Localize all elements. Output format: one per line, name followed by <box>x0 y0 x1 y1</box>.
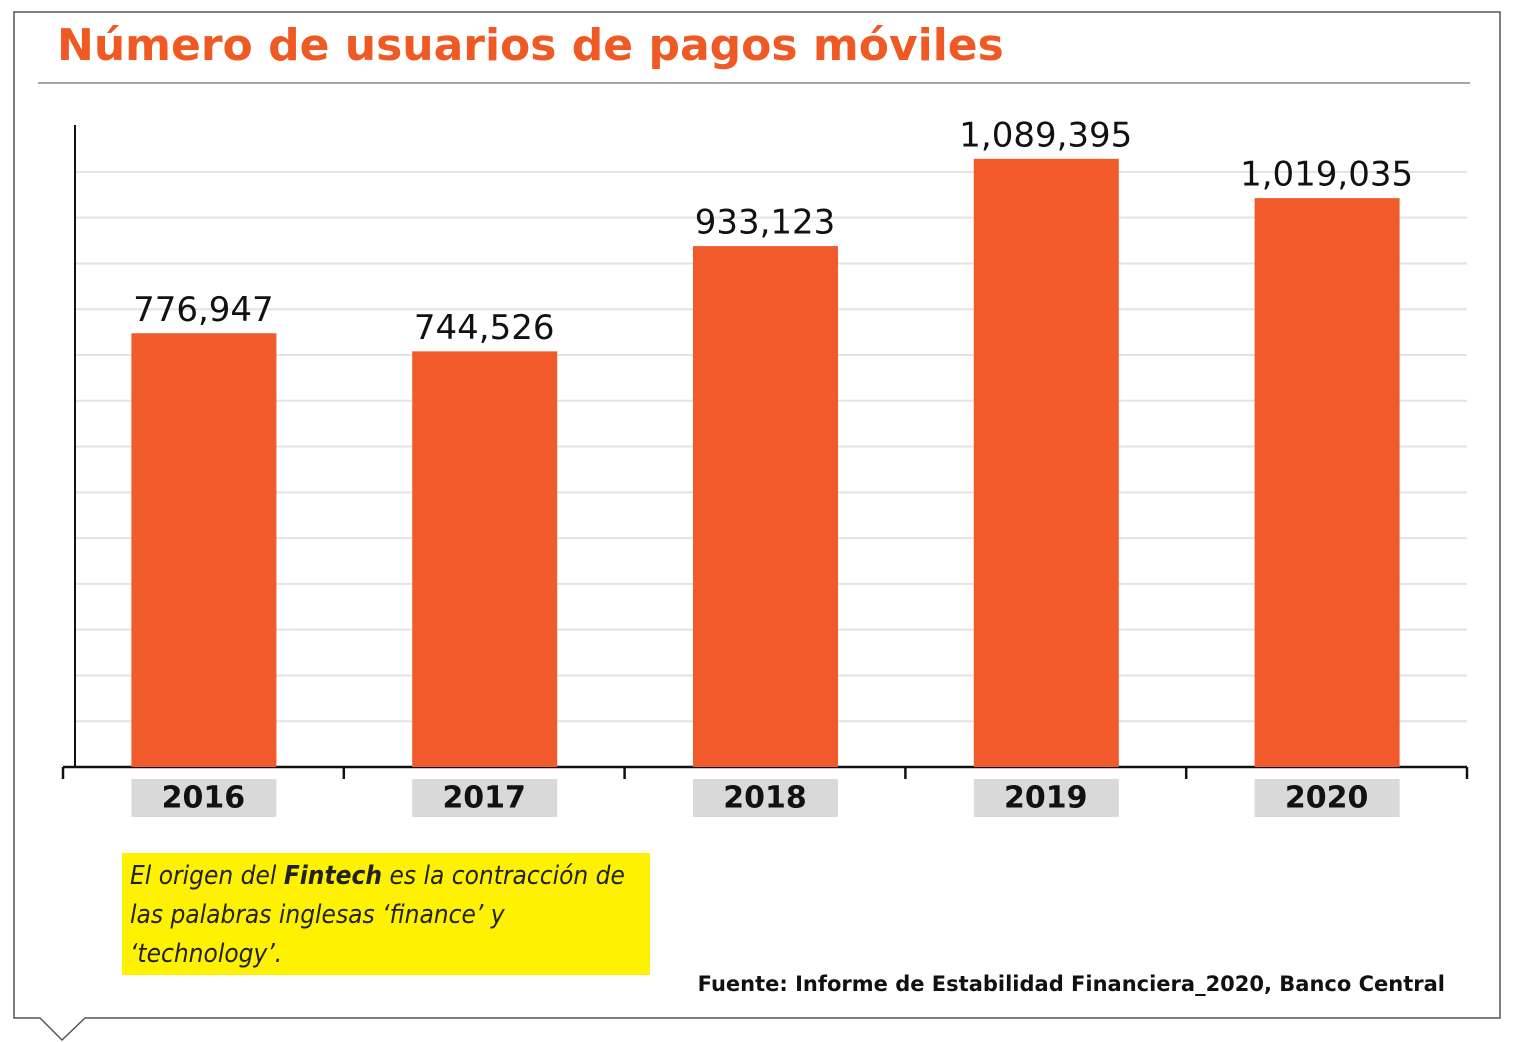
x-tick-label: 2019 <box>1004 781 1088 816</box>
note-bold: Fintech <box>283 861 383 891</box>
x-tick-label: 2017 <box>442 781 526 816</box>
category-box <box>1254 779 1400 817</box>
value-label: 776,947 <box>133 290 274 330</box>
note-text: es la contracción de las palabras ingles… <box>130 861 625 969</box>
x-tick-label: 2016 <box>162 781 246 816</box>
value-label: 1,019,035 <box>1240 155 1413 195</box>
category-box <box>131 779 277 817</box>
bar <box>131 333 277 767</box>
bar <box>973 158 1119 768</box>
value-label: 933,123 <box>695 203 836 243</box>
category-box <box>973 779 1119 817</box>
chart-title: Número de usuarios de pagos móviles <box>57 20 1004 71</box>
value-label: 744,526 <box>414 308 555 348</box>
x-tick-label: 2018 <box>723 781 807 816</box>
note: El origen del Fintech es la contracción … <box>122 853 650 975</box>
note-text: El origen del <box>130 861 284 891</box>
bar <box>412 351 558 767</box>
bar <box>693 246 838 767</box>
category-box <box>693 779 838 817</box>
category-box <box>412 779 558 817</box>
source: Fuente: Informe de Estabilidad Financier… <box>697 972 1445 996</box>
value-label: 1,089,395 <box>959 115 1132 155</box>
frame <box>13 11 1501 1042</box>
x-tick-label: 2020 <box>1285 781 1369 816</box>
bar <box>1254 198 1400 767</box>
